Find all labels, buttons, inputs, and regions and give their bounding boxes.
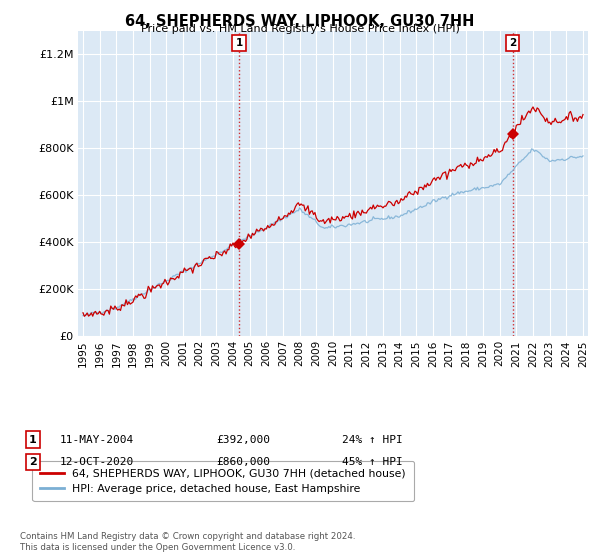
Legend: 64, SHEPHERDS WAY, LIPHOOK, GU30 7HH (detached house), HPI: Average price, detac: 64, SHEPHERDS WAY, LIPHOOK, GU30 7HH (de… xyxy=(32,461,414,502)
Text: 64, SHEPHERDS WAY, LIPHOOK, GU30 7HH: 64, SHEPHERDS WAY, LIPHOOK, GU30 7HH xyxy=(125,14,475,29)
Text: 11-MAY-2004: 11-MAY-2004 xyxy=(60,435,134,445)
Text: 12-OCT-2020: 12-OCT-2020 xyxy=(60,457,134,467)
Text: 24% ↑ HPI: 24% ↑ HPI xyxy=(342,435,403,445)
Text: 1: 1 xyxy=(235,38,242,48)
Text: £392,000: £392,000 xyxy=(216,435,270,445)
Text: Contains HM Land Registry data © Crown copyright and database right 2024.
This d: Contains HM Land Registry data © Crown c… xyxy=(20,532,355,552)
Text: 45% ↑ HPI: 45% ↑ HPI xyxy=(342,457,403,467)
Text: £860,000: £860,000 xyxy=(216,457,270,467)
Text: 2: 2 xyxy=(29,457,37,467)
Text: Price paid vs. HM Land Registry's House Price Index (HPI): Price paid vs. HM Land Registry's House … xyxy=(140,24,460,34)
Text: 1: 1 xyxy=(29,435,37,445)
Text: 2: 2 xyxy=(509,38,516,48)
